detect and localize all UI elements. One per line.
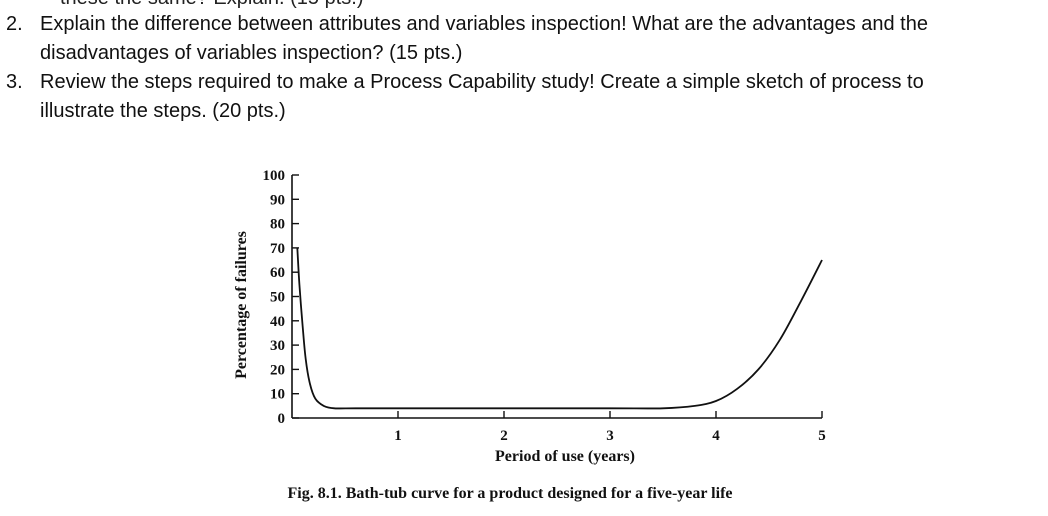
y-tick-label: 80 — [270, 217, 285, 233]
y-tick-label: 90 — [270, 192, 285, 208]
question-text-line-2: disadvantages of variables inspection? (… — [40, 42, 463, 64]
question-text-line-1: Review the steps required to make a Proc… — [40, 71, 924, 93]
y-axis-title: Percentage of failures — [233, 231, 250, 379]
x-axis: 1 2 3 4 5 — [292, 411, 826, 444]
y-tick-label: 70 — [270, 241, 285, 257]
y-axis: 0 10 20 30 40 50 60 70 80 90 100 — [263, 168, 299, 427]
y-tick-label: 40 — [270, 314, 285, 330]
x-axis-title: Period of use (years) — [495, 448, 635, 465]
y-tick-label: 10 — [270, 387, 285, 403]
y-ticks: 0 10 20 30 40 50 60 70 80 90 100 — [263, 168, 299, 427]
y-tick-label: 100 — [263, 168, 286, 184]
figure-caption: Fig. 8.1. Bath-tub curve for a product d… — [288, 485, 733, 502]
y-tick-label: 0 — [278, 411, 286, 427]
x-tick-label: 4 — [712, 428, 720, 444]
failure-rate-curve — [296, 247, 823, 410]
y-tick-label: 50 — [270, 290, 285, 306]
question-text-line-1: Explain the difference between attribute… — [40, 13, 928, 35]
x-tick-label: 5 — [818, 428, 826, 444]
x-tick-label: 2 — [500, 428, 508, 444]
y-tick-label: 20 — [270, 362, 285, 378]
x-ticks: 1 2 3 4 5 — [394, 411, 826, 444]
question-text-line-2: illustrate the steps. (20 pts.) — [40, 100, 286, 122]
x-tick-label: 1 — [394, 428, 402, 444]
question-number: 2. — [6, 13, 23, 35]
y-tick-label: 30 — [270, 338, 285, 354]
x-tick-label: 3 — [606, 428, 614, 444]
y-tick-label: 60 — [270, 265, 285, 281]
question-number: 3. — [6, 71, 23, 93]
clipped-previous-question-text: these the same? Explain. (15 pts.) — [60, 0, 364, 10]
